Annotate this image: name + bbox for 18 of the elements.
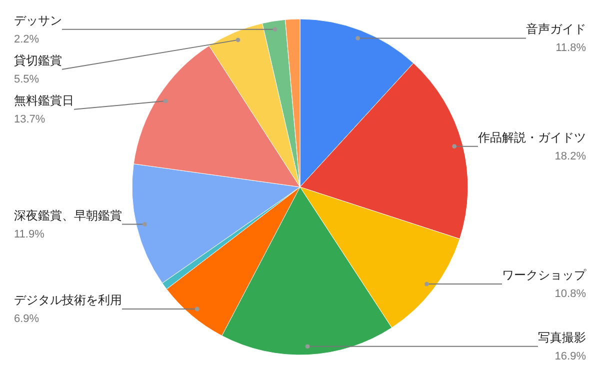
slice-label: 写真撮影 bbox=[538, 330, 586, 344]
data-label: 18.2% bbox=[554, 150, 586, 162]
slice-label: 貸切鑑賞 bbox=[14, 53, 62, 68]
slice-label: ワークショップ bbox=[502, 268, 587, 282]
data-label: 6.9% bbox=[14, 313, 40, 326]
data-label: 10.8% bbox=[554, 288, 586, 300]
slice-label: 深夜鑑賞、早朝鑑賞 bbox=[14, 208, 122, 222]
data-label: 11.9% bbox=[14, 228, 45, 240]
data-label: 5.5% bbox=[14, 73, 40, 86]
slice-label: 作品解説・ガイドツ bbox=[477, 130, 586, 144]
slice-label: 音声ガイド bbox=[526, 22, 586, 36]
data-label: 2.2% bbox=[14, 33, 40, 46]
slice-label: 無料鑑賞日 bbox=[14, 93, 74, 108]
data-label: 16.9% bbox=[554, 350, 586, 362]
slice-label: デッサン bbox=[14, 13, 62, 28]
data-label: 11.8% bbox=[556, 42, 586, 54]
data-label: 13.7% bbox=[14, 113, 46, 126]
slice-label: デジタル技術を利用 bbox=[14, 293, 122, 308]
